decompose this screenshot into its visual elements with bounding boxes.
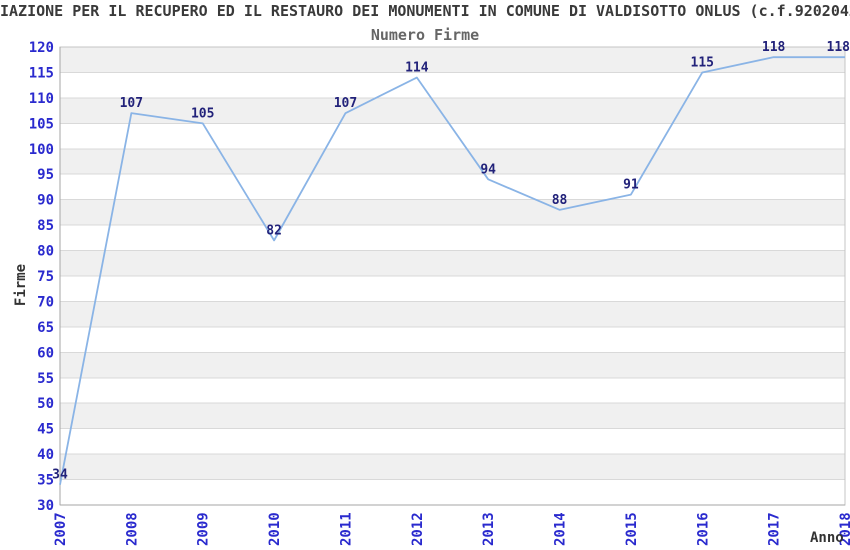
- point-label: 94: [480, 162, 496, 177]
- grid-band: [60, 47, 845, 73]
- grid-band: [60, 301, 845, 327]
- x-tick-label: 2010: [267, 512, 283, 546]
- y-tick-label: 115: [29, 65, 54, 81]
- point-label: 82: [266, 223, 282, 238]
- x-tick-label: 2012: [410, 512, 426, 546]
- grid-band: [60, 403, 845, 429]
- x-tick-label: 2007: [53, 512, 69, 546]
- x-tick-label: 2008: [124, 512, 140, 546]
- y-tick-label: 105: [29, 116, 54, 132]
- x-tick-label: 2014: [553, 512, 569, 546]
- grid-band: [60, 97, 845, 124]
- grid-band: [60, 454, 845, 480]
- chart-subtitle: Numero Firme: [370, 26, 480, 44]
- point-label: 114: [405, 61, 429, 76]
- y-tick-label: 80: [37, 244, 54, 260]
- grid-band: [60, 199, 845, 226]
- x-tick-label: 2017: [767, 512, 783, 546]
- x-tick-label: 2016: [695, 512, 711, 546]
- point-label: 107: [120, 96, 143, 111]
- point-label: 118: [827, 40, 850, 55]
- x-tick-label: 2011: [338, 512, 354, 546]
- x-tick-label: 2013: [481, 512, 497, 546]
- data-line: [59, 56, 845, 485]
- chart-title: IAZIONE PER IL RECUPERO ED IL RESTAURO D…: [0, 2, 850, 20]
- y-tick-label: 35: [37, 473, 54, 489]
- point-label: 107: [334, 96, 357, 111]
- grid-band: [60, 250, 845, 276]
- y-tick-label: 85: [37, 218, 54, 234]
- y-tick-label: 100: [29, 142, 54, 158]
- y-tick-label: 95: [37, 167, 54, 183]
- point-label: 34: [52, 468, 68, 483]
- point-label: 105: [191, 106, 214, 121]
- y-tick-label: 55: [37, 371, 54, 387]
- x-tick-label: 2018: [838, 512, 850, 546]
- y-tick-label: 40: [37, 447, 54, 463]
- y-tick-label: 45: [37, 422, 54, 438]
- y-tick-label: 110: [29, 91, 54, 107]
- point-label: 118: [762, 40, 786, 55]
- y-tick-label: 50: [37, 396, 54, 412]
- grid-band: [60, 148, 845, 175]
- x-tick-label: 2009: [196, 512, 212, 546]
- grid-band: [60, 352, 845, 378]
- y-tick-label: 90: [37, 193, 54, 209]
- x-tick-label: 2015: [624, 512, 640, 546]
- y-tick-label: 120: [29, 40, 54, 56]
- point-label: 115: [691, 55, 714, 70]
- y-tick-label: 65: [37, 320, 54, 336]
- y-tick-label: 70: [37, 294, 54, 310]
- y-tick-label: 60: [37, 345, 54, 361]
- y-axis-title: Firme: [13, 263, 29, 307]
- point-label: 88: [552, 193, 568, 208]
- y-tick-label: 75: [37, 269, 54, 285]
- y-tick-label: 30: [37, 498, 54, 514]
- point-label: 91: [623, 178, 639, 193]
- x-axis-title: Anno: [810, 530, 844, 546]
